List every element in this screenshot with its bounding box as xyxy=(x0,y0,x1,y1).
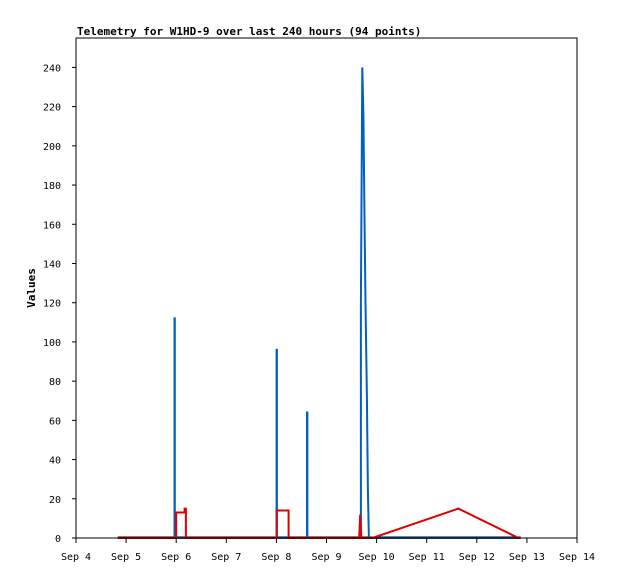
y-axis-label: Values xyxy=(25,268,38,308)
y-axis: 0 20 40 60 80 100 120 140 160 180 200 220 240 xyxy=(43,63,76,545)
x-tick-label: Sep 12 xyxy=(459,552,495,563)
x-tick-label: Sep 10 xyxy=(359,552,395,563)
y-tick-label: 20 xyxy=(49,495,61,506)
x-tick-label: Sep 14 xyxy=(559,552,595,563)
x-axis: Sep 4 Sep 5 Sep 6 Sep 7 Sep 8 Sep 9 Sep 10 Sep … xyxy=(61,538,595,563)
y-tick-label: 240 xyxy=(43,63,61,74)
x-tick-label: Sep 8 xyxy=(261,552,291,563)
series-line-2 xyxy=(117,507,521,539)
x-tick-label: Sep 9 xyxy=(311,552,341,563)
y-tick-label: 80 xyxy=(49,377,61,388)
y-tick-label: 100 xyxy=(43,338,61,349)
y-tick-label: 220 xyxy=(43,103,61,114)
y-tick-label: 200 xyxy=(43,142,61,153)
y-tick-label: 140 xyxy=(43,259,61,270)
y-tick-label: 40 xyxy=(49,456,61,467)
y-tick-label: 0 xyxy=(55,534,61,545)
x-tick-label: Sep 4 xyxy=(61,552,91,563)
chart-title: Telemetry for W1HD-9 over last 240 hours… xyxy=(77,25,421,38)
x-tick-label: Sep 6 xyxy=(161,552,191,563)
x-tick-label: Sep 13 xyxy=(509,552,545,563)
series-group xyxy=(117,67,521,539)
plot-area xyxy=(75,37,578,539)
x-tick-label: Sep 11 xyxy=(409,552,445,563)
y-tick-label: 180 xyxy=(43,181,61,192)
series-line-1 xyxy=(117,67,521,539)
y-tick-label: 160 xyxy=(43,220,61,231)
y-tick-label: 120 xyxy=(43,299,61,310)
y-tick-label: 60 xyxy=(49,416,61,427)
x-tick-label: Sep 7 xyxy=(211,552,241,563)
x-tick-label: Sep 5 xyxy=(111,552,141,563)
